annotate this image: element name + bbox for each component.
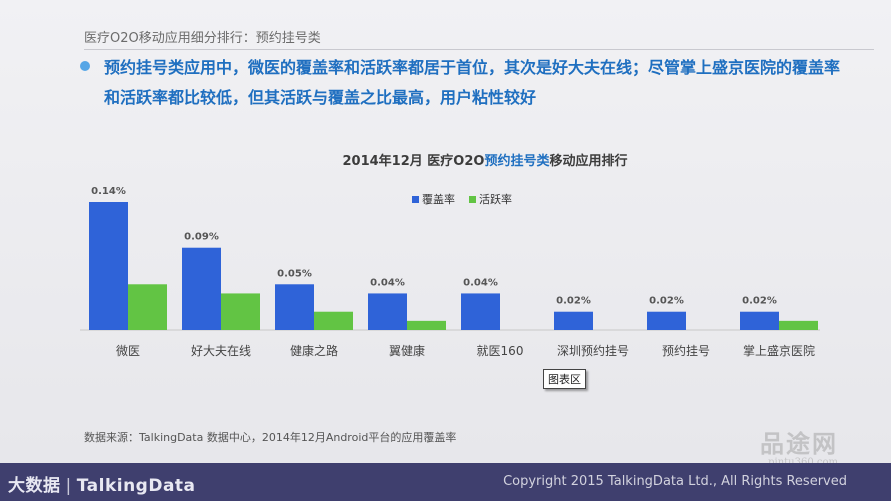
category-label-5: 深圳预约挂号 [557, 343, 629, 358]
legend-swatch-coverage [412, 195, 419, 203]
legend-item-coverage: 覆盖率 [412, 191, 455, 207]
bar-coverage-7[interactable] [740, 311, 779, 330]
watermark-logo: 品途网 pintu360.com [760, 424, 838, 468]
data-label-6: 0.02% [649, 296, 684, 307]
chart-title: 2014年12月 医疗O2O预约挂号类移动应用排行 [200, 150, 770, 169]
headline: 预约挂号类应用中，微医的覆盖率和活跃率都居于首位，其次是好大夫在线；尽管掌上盛京… [104, 58, 841, 107]
watermark-url: pintu360.com [760, 457, 838, 468]
data-label-5: 0.02% [556, 296, 591, 307]
bar-coverage-3[interactable] [368, 293, 407, 330]
bar-coverage-6[interactable] [647, 311, 686, 330]
category-label-3: 翼健康 [389, 343, 425, 358]
bar-coverage-4[interactable] [461, 293, 500, 330]
copyright: Copyright 2015 TalkingData Ltd., All Rig… [503, 474, 847, 489]
bullet-icon [80, 61, 90, 71]
bar-active-7[interactable] [779, 320, 818, 330]
category-label-6: 预约挂号 [662, 343, 710, 358]
brand-logo: 大数据 | TalkingData [8, 471, 196, 496]
category-label-7: 掌上盛京医院 [743, 343, 815, 358]
category-label-2: 健康之路 [290, 343, 338, 358]
legend-item-active: 活跃率 [469, 191, 512, 207]
chart-title-highlight: 预约挂号类 [484, 154, 550, 169]
bar-active-0[interactable] [128, 284, 167, 330]
data-label-7: 0.02% [742, 296, 777, 307]
chart-legend: 覆盖率 活跃率 [412, 191, 512, 207]
brand-en: TalkingData [76, 476, 196, 496]
bar-active-3[interactable] [407, 320, 446, 330]
category-label-4: 就医160 [477, 344, 524, 358]
chart-title-suffix: 移动应用排行 [549, 154, 628, 169]
data-label-0: 0.14% [91, 186, 126, 197]
legend-label-active: 活跃率 [479, 193, 512, 206]
chart-title-prefix: 2014年12月 医疗O2O [342, 154, 485, 169]
data-label-1: 0.09% [184, 232, 219, 243]
brand-separator: | [65, 476, 72, 496]
header-divider [84, 49, 874, 50]
bar-active-2[interactable] [314, 311, 353, 330]
brand-cn: 大数据 [8, 476, 61, 496]
data-source: 数据来源：TalkingData 数据中心，2014年12月Android平台的… [84, 431, 457, 444]
legend-label-coverage: 覆盖率 [422, 193, 455, 206]
category-label-1: 好大夫在线 [191, 344, 251, 358]
bar-coverage-1[interactable] [182, 247, 221, 330]
category-label-0: 微医 [116, 344, 140, 358]
bar-active-1[interactable] [221, 293, 260, 330]
bar-coverage-5[interactable] [554, 311, 593, 330]
breadcrumb: 医疗O2O移动应用细分排行：预约挂号类 [84, 31, 321, 46]
watermark-text: 品途网 [760, 429, 838, 458]
footer-bar: 大数据 | TalkingData Copyright 2015 TalkingDa… [0, 463, 891, 501]
data-label-2: 0.05% [277, 268, 312, 279]
bar-coverage-2[interactable] [275, 284, 314, 330]
legend-swatch-active [469, 195, 476, 203]
data-label-3: 0.04% [370, 277, 405, 288]
bar-coverage-0[interactable] [89, 202, 128, 330]
chart-area-tooltip: 图表区 [543, 369, 586, 389]
data-label-4: 0.04% [463, 277, 498, 288]
